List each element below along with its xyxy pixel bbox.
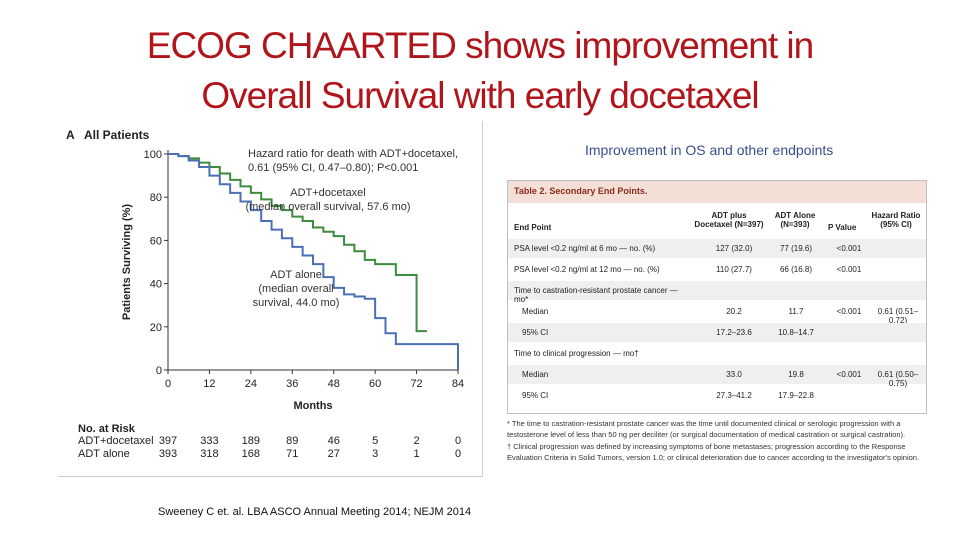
- adt-alone-label: (median overall: [258, 283, 333, 295]
- table-cell: 17.9–22.8: [778, 391, 814, 400]
- x-tick-label: 72: [410, 378, 422, 390]
- table-row: Median 20.2 11.7 <0.001 0.61 (0.51–0.72): [508, 302, 926, 325]
- adt-alone-label: survival, 44.0 mo): [253, 297, 340, 309]
- at-risk-value: 5: [372, 435, 378, 447]
- table-row: PSA level <0.2 ng/ml at 12 mo — no. (%) 1…: [508, 260, 926, 279]
- header-adt-plus-docetaxel: ADT plus Docetaxel (N=397): [694, 211, 764, 229]
- at-risk-row-label: ADT alone: [78, 448, 130, 460]
- table-cell: PSA level <0.2 ng/ml at 12 mo — no. (%): [514, 265, 660, 274]
- at-risk-value: 46: [328, 435, 340, 447]
- slide-title-line-1: ECOG CHAARTED shows improvement in: [146, 25, 814, 66]
- x-tick-label: 84: [452, 378, 464, 390]
- table-title: Table 2. Secondary End Points.: [514, 186, 648, 196]
- at-risk-value: 1: [414, 448, 420, 460]
- table-cell: <0.001: [836, 244, 862, 253]
- table-cell: 127 (32.0): [715, 244, 753, 253]
- at-risk-value: 168: [242, 448, 260, 460]
- panel-label: A: [66, 128, 75, 142]
- table-cell: 0.61 (0.50–0.75): [877, 370, 919, 388]
- adt-alone-curve: [168, 153, 459, 370]
- table-row: Time to castration-resistant prostate ca…: [508, 281, 926, 304]
- y-axis-label: Patients Surviving (%): [121, 204, 133, 320]
- chart-title: All Patients: [84, 128, 150, 142]
- header-end-point: End Point: [514, 223, 552, 232]
- table-cell: 19.8: [788, 370, 804, 379]
- table-cell: 27.3–41.2: [716, 391, 752, 400]
- citation: Sweeney C et. al. LBA ASCO Annual Meetin…: [158, 506, 472, 518]
- header-adt-alone: ADT Alone (N=393): [774, 211, 816, 229]
- table-cell: 66 (16.8): [779, 265, 813, 274]
- hazard-ratio-text: Hazard ratio for death with ADT+docetaxe…: [248, 148, 458, 160]
- x-tick-label: 36: [286, 378, 298, 390]
- table-cell: Median: [522, 307, 549, 316]
- at-risk-value: 89: [286, 435, 298, 447]
- at-risk-value: 333: [200, 435, 218, 447]
- at-risk-value: 318: [200, 448, 218, 460]
- slide-title-line-2: Overall Survival with early docetaxel: [201, 75, 759, 116]
- table-header-bar: Table 2. Secondary End Points.: [508, 181, 926, 203]
- subtitle: Improvement in OS and other endpoints: [585, 142, 834, 158]
- y-tick-label: 0: [156, 365, 162, 377]
- table-header-row: End Point ADT plus Docetaxel (N=397) ADT…: [508, 207, 926, 237]
- table-footnote-2: † Clinical progression was defined by in…: [507, 442, 920, 462]
- y-tick-label: 40: [150, 279, 162, 291]
- table-row: 95% CI 17.2–23.6 10.8–14.7: [508, 323, 926, 342]
- table-cell: 17.2–23.6: [716, 328, 752, 337]
- table-cell: 110 (27.7): [716, 265, 752, 274]
- table-cell: <0.001: [836, 370, 862, 379]
- table-cell: 33.0: [726, 370, 742, 379]
- at-risk-row-label: ADT+docetaxel: [78, 435, 154, 447]
- at-risk-value: 0: [455, 448, 461, 460]
- y-tick-label: 20: [150, 322, 162, 334]
- km-chart-panel: 0 20 40 60 80 100 0 12 24 36 48 60 72 84 A All Patients…: [58, 121, 483, 477]
- table-cell: 95% CI: [522, 391, 549, 400]
- x-tick-label: 0: [165, 378, 171, 390]
- table-row: PSA level <0.2 ng/ml at 6 mo — no. (%) 12…: [508, 239, 926, 258]
- at-risk-value: 2: [414, 435, 420, 447]
- table-row: Median 33.0 19.8 <0.001 0.61 (0.50–0.75): [508, 365, 926, 388]
- y-tick-label: 60: [150, 235, 162, 247]
- adt-alone-label: ADT alone: [270, 269, 322, 281]
- secondary-endpoints-table: Table 2. Secondary End Points. End Point…: [507, 180, 927, 414]
- table-cell: 95% CI: [522, 328, 549, 337]
- table-cell: 0.61 (0.51–0.72): [877, 307, 919, 325]
- table-cell: <0.001: [836, 307, 862, 316]
- x-tick-label: 24: [245, 378, 257, 390]
- at-risk-value: 71: [286, 448, 298, 460]
- at-risk-value: 0: [455, 435, 461, 447]
- at-risk-value: 3: [372, 448, 378, 460]
- x-axis-label: Months: [293, 400, 332, 412]
- x-tick-label: 12: [203, 378, 215, 390]
- table-footnote-1: * The time to castration-resistant prost…: [507, 419, 906, 439]
- adt-docetaxel-label: (median overall survival, 57.6 mo): [245, 201, 410, 213]
- table-cell: Median: [522, 370, 549, 379]
- table-cell: PSA level <0.2 ng/ml at 6 mo — no. (%): [514, 244, 656, 253]
- header-p-value: P Value: [828, 223, 857, 232]
- at-risk-value: 27: [328, 448, 340, 460]
- x-tick-label: 60: [369, 378, 381, 390]
- table-cell: 11.7: [788, 307, 804, 316]
- at-risk-value: 397: [159, 435, 177, 447]
- at-risk-value: 393: [159, 448, 177, 460]
- table-row: Time to clinical progression — mo†: [508, 344, 926, 363]
- table-cell: Time to castration-resistant prostate ca…: [514, 286, 678, 304]
- x-tick-label: 48: [328, 378, 340, 390]
- y-tick-label: 80: [150, 192, 162, 204]
- at-risk-value: 189: [242, 435, 260, 447]
- y-tick-label: 100: [144, 149, 162, 161]
- adt-docetaxel-label: ADT+docetaxel: [290, 187, 366, 199]
- header-hazard-ratio: Hazard Ratio (95% CI): [871, 211, 921, 229]
- at-risk-title: No. at Risk: [78, 423, 136, 435]
- table-cell: 10.8–14.7: [778, 328, 814, 337]
- hazard-ratio-text: 0.61 (95% CI, 0.47–0.80); P<0.001: [248, 162, 418, 174]
- table-row: 95% CI 27.3–41.2 17.9–22.8: [508, 386, 926, 405]
- table-cell: <0.001: [836, 265, 862, 274]
- table-cell: 77 (19.6): [779, 244, 813, 253]
- table-cell: Time to clinical progression — mo†: [514, 349, 639, 358]
- table-cell: 20.2: [726, 307, 742, 316]
